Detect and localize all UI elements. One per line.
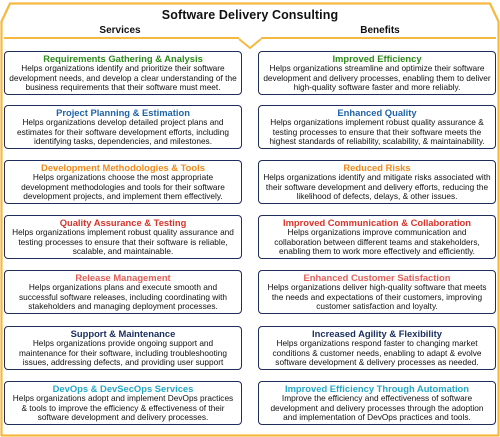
services-card-title: Quality Assurance & Testing (59, 217, 187, 228)
benefits-card-description: Helps organizations deliver high-quality… (267, 282, 487, 312)
benefits-card-title: Improved Communication & Collaboration (282, 217, 472, 228)
services-card-description: Helps organizations adopt and implement … (12, 393, 234, 423)
benefits-card-description: Helps organizations improve communicatio… (274, 227, 480, 257)
services-card-description: Helps organizations choose the most appr… (21, 172, 225, 202)
services-card-description: Helps organizations plans and execute sm… (19, 282, 227, 312)
services-card-title: Release Management (75, 272, 171, 283)
benefits-heading: Benefits (360, 25, 400, 36)
services-card: Project Planning & Estimation Helps organ… (4, 105, 242, 149)
services-card: Requirements Gathering & Analysis Helps o… (4, 51, 242, 95)
benefits-card-title: Improved Efficiency (332, 53, 422, 64)
services-card: DevOps & DevSecOps Services Helps organiz… (4, 381, 242, 425)
services-card-title: Support & Maintenance (70, 328, 176, 339)
benefits-card: Enhanced Customer Satisfaction Helps orga… (258, 270, 496, 314)
services-card-description: Helps organizations implement robust qua… (12, 227, 234, 257)
benefits-card-title: Enhanced Quality (337, 107, 417, 118)
page-title: Software Delivery Consulting (161, 8, 339, 22)
center-notch (238, 38, 262, 49)
services-card: Development Methodologies & Tools Helps o… (4, 160, 242, 204)
services-heading: Services (99, 25, 141, 36)
benefits-card-description: Helps organizations respond faster to ch… (272, 338, 482, 368)
benefits-card-title: Reduced Risks (343, 162, 411, 173)
benefits-card: Improved Efficiency Helps organizations s… (258, 51, 496, 95)
services-card: Release Management Helps organizations pl… (4, 270, 242, 314)
benefits-card-description: Helps organizations implement robust qua… (269, 117, 485, 147)
services-card-title: DevOps & DevSecOps Services (52, 383, 194, 394)
benefits-card: Reduced Risks Helps organizations identif… (258, 160, 496, 204)
benefits-card-title: Increased Agility & Flexibility (312, 328, 442, 339)
services-card: Support & Maintenance Helps organizations… (4, 326, 242, 370)
benefits-card: Improved Efficiency Through Automation Im… (258, 381, 496, 425)
services-card: Quality Assurance & Testing Helps organiz… (4, 215, 242, 259)
services-card-description: Helps organizations develop detailed pro… (17, 117, 229, 147)
services-card-description: Helps organizations provide ongoing supp… (18, 338, 227, 368)
benefits-card-description: Helps organizations identify and mitigat… (263, 172, 491, 202)
benefits-card-title: Improved Efficiency Through Automation (284, 383, 470, 394)
benefits-card: Increased Agility & Flexibility Helps org… (258, 326, 496, 370)
benefits-card-description: Helps organizations streamline and optim… (263, 63, 491, 93)
benefits-card-title: Enhanced Customer Satisfaction (303, 272, 451, 283)
benefits-card-description: Improve the efficiency and effectiveness… (270, 393, 484, 423)
services-card-description: Helps organizations identify and priorit… (9, 63, 237, 93)
benefits-card: Enhanced Quality Helps organizations impl… (258, 105, 496, 149)
services-card-title: Requirements Gathering & Analysis (43, 53, 203, 64)
services-card-title: Development Methodologies & Tools (41, 162, 205, 173)
benefits-card: Improved Communication & Collaboration He… (258, 215, 496, 259)
services-card-title: Project Planning & Estimation (56, 107, 190, 118)
